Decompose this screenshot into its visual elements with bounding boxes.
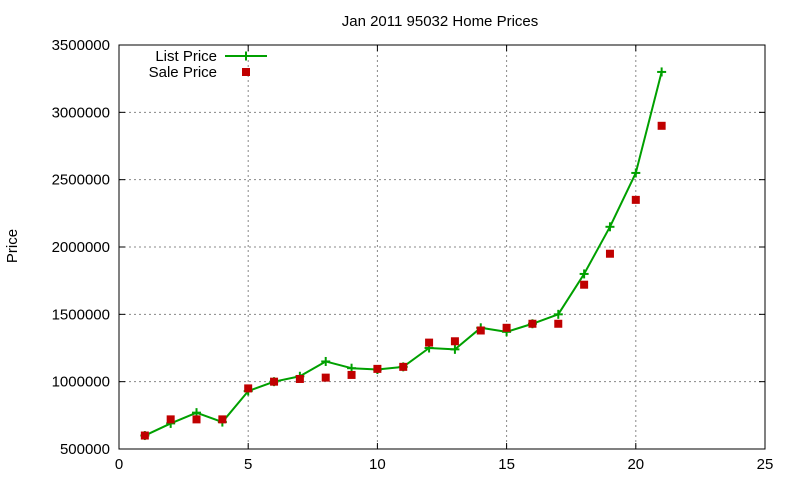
x-tick-label: 10 (369, 456, 386, 473)
sale-price-marker (450, 337, 459, 346)
sale-price-marker (166, 415, 175, 424)
sale-price-marker (657, 121, 666, 130)
y-tick-label: 1000000 (52, 374, 110, 391)
x-tick-label: 25 (757, 456, 774, 473)
y-tick-label: 2000000 (52, 239, 110, 256)
x-tick-label: 15 (498, 456, 515, 473)
y-tick-label: 1500000 (52, 306, 110, 323)
sale-price-marker (244, 384, 253, 393)
sale-price-marker (321, 373, 330, 382)
sale-price-marker (373, 364, 382, 373)
x-tick-label: 0 (115, 456, 123, 473)
legend-swatch-sale-price (242, 68, 250, 76)
list-price-marker (657, 67, 667, 77)
chart-title: Jan 2011 95032 Home Prices (342, 13, 539, 30)
sale-price-marker (554, 319, 563, 328)
y-axis-label: Price (4, 229, 21, 263)
sale-price-marker (295, 374, 304, 383)
sale-price-marker (631, 195, 640, 204)
data-series (140, 67, 667, 441)
list-price-marker (450, 344, 460, 354)
sale-price-marker (605, 249, 614, 258)
sale-price-marker (347, 370, 356, 379)
legend-label-sale-price: Sale Price (149, 64, 217, 81)
sale-price-marker (476, 326, 485, 335)
sale-price-marker (399, 362, 408, 371)
y-tick-label: 500000 (60, 441, 110, 458)
list-price-marker (631, 168, 641, 178)
sale-price-marker (192, 415, 201, 424)
sale-price-marker (270, 377, 279, 386)
list-price-marker (321, 356, 331, 366)
x-tick-label: 20 (627, 456, 644, 473)
list-price-marker (553, 309, 563, 319)
sale-price-marker (140, 431, 149, 440)
y-tick-label: 2500000 (52, 172, 110, 189)
grid (119, 45, 765, 449)
list-price-marker (605, 222, 615, 232)
sale-price-marker (580, 280, 589, 289)
sale-price-marker (425, 338, 434, 347)
list-price-line (144, 71, 663, 437)
sale-price-marker (218, 415, 227, 424)
sale-price-marker (502, 323, 511, 332)
legend-label-list-price: List Price (155, 48, 217, 65)
axis-ticks: 0 5 10 15 20 25 500000 1000000 1500000 2000000 250… (52, 37, 774, 473)
sale-price-marker (528, 319, 537, 328)
x-tick-label: 5 (244, 456, 252, 473)
list-price-marker (579, 269, 589, 279)
y-tick-label: 3500000 (52, 37, 110, 54)
y-tick-label: 3000000 (52, 104, 110, 121)
